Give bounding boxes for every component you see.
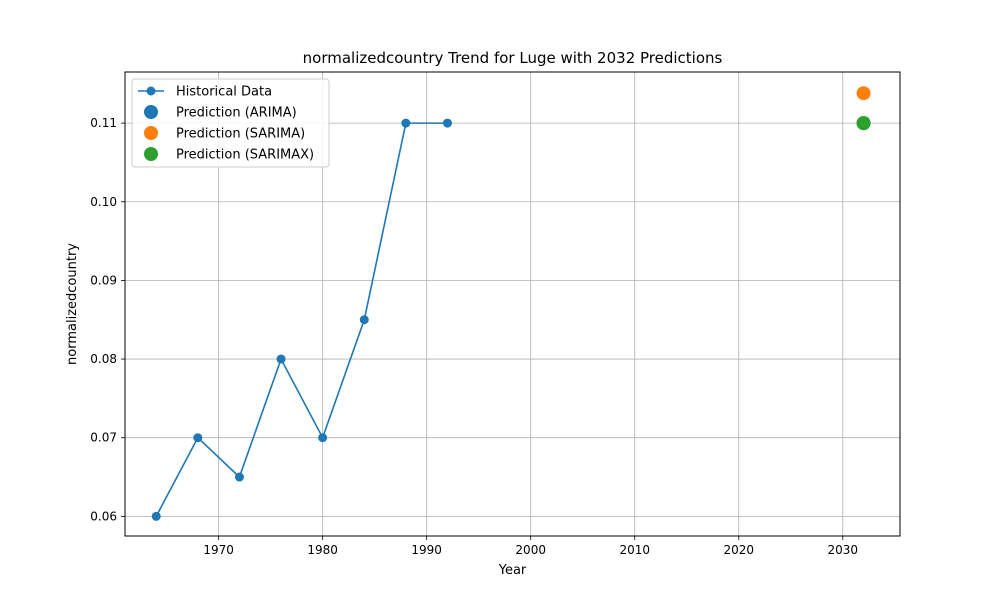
y-tick-label: 0.06 bbox=[90, 509, 117, 523]
legend-entry-label: Prediction (ARIMA) bbox=[176, 106, 297, 121]
grid-lines bbox=[125, 72, 900, 536]
x-axis-label: Year bbox=[498, 563, 527, 578]
prediction-point-sarimax bbox=[856, 116, 871, 131]
data-point-historical bbox=[234, 472, 244, 482]
data-point-historical bbox=[401, 118, 411, 128]
legend-entry-label: Historical Data bbox=[176, 85, 272, 100]
plot-series bbox=[151, 86, 871, 521]
axis-ticks: 1970 1980 1990 2000 2010 2020 2030 0.06 0.07 0.08… bbox=[90, 116, 858, 557]
y-axis-label: normalizedcountry bbox=[65, 243, 80, 365]
legend-marker-swatch bbox=[146, 86, 156, 96]
chart-title: normalizedcountry Trend for Luge with 20… bbox=[303, 49, 723, 67]
data-point-historical bbox=[151, 511, 161, 521]
x-tick-label: 1980 bbox=[307, 543, 338, 557]
legend-entry-label: Prediction (SARIMA) bbox=[176, 127, 305, 142]
x-tick-label: 2010 bbox=[619, 543, 650, 557]
data-point-historical bbox=[442, 118, 452, 128]
legend-marker-swatch bbox=[144, 105, 158, 119]
y-tick-label: 0.09 bbox=[90, 273, 117, 287]
prediction-point-sarima bbox=[856, 86, 871, 101]
x-tick-label: 2020 bbox=[723, 543, 754, 557]
legend-marker-swatch bbox=[144, 126, 158, 140]
data-point-historical bbox=[276, 354, 286, 364]
legend-marker-swatch bbox=[144, 147, 158, 161]
y-tick-label: 0.11 bbox=[90, 116, 117, 130]
y-tick-label: 0.10 bbox=[90, 195, 117, 209]
data-point-historical bbox=[359, 315, 369, 325]
x-tick-label: 1990 bbox=[411, 543, 442, 557]
legend: Historical Data Prediction (ARIMA) Predict… bbox=[131, 78, 330, 168]
y-tick-label: 0.08 bbox=[90, 352, 117, 366]
series-line-historical bbox=[155, 122, 448, 517]
legend-entry-label: Prediction (SARIMAX) bbox=[176, 148, 314, 163]
data-point-historical bbox=[318, 433, 328, 443]
x-tick-label: 2030 bbox=[828, 543, 859, 557]
x-tick-label: 1970 bbox=[203, 543, 234, 557]
legend-box bbox=[131, 78, 330, 168]
x-tick-label: 2000 bbox=[515, 543, 546, 557]
y-tick-label: 0.07 bbox=[90, 431, 117, 445]
plot-frame bbox=[124, 71, 901, 537]
data-point-historical bbox=[193, 433, 203, 443]
